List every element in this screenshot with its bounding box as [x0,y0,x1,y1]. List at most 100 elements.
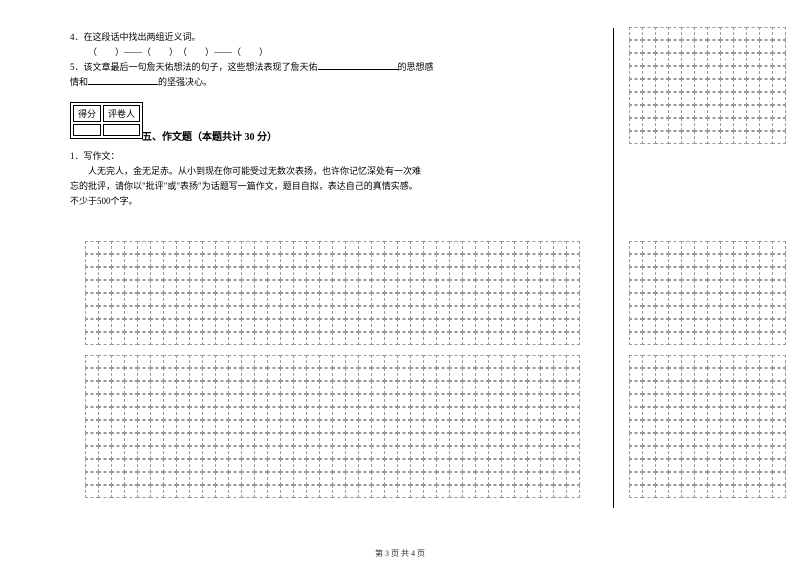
grid-cell[interactable] [215,394,229,407]
grid-cell[interactable] [449,332,463,345]
grid-cell[interactable] [176,332,190,345]
grid-cell[interactable] [707,355,721,368]
grid-cell[interactable] [436,407,450,420]
grid-cell[interactable] [681,280,695,293]
grid-cell[interactable] [462,472,476,485]
grid-cell[interactable] [267,381,281,394]
grid-cell[interactable] [436,241,450,254]
grid-cell[interactable] [85,394,99,407]
grid-cell[interactable] [746,420,760,433]
grid-cell[interactable] [384,368,398,381]
grid-cell[interactable] [720,319,734,332]
grid-cell[interactable] [501,280,515,293]
grid-cell[interactable] [694,53,708,66]
grid-cell[interactable] [280,254,294,267]
grid-cell[interactable] [345,459,359,472]
grid-cell[interactable] [707,53,721,66]
grid-cell[interactable] [642,254,656,267]
grid-cell[interactable] [642,368,656,381]
grid-cell[interactable] [98,446,112,459]
grid-cell[interactable] [462,420,476,433]
grid-cell[interactable] [746,355,760,368]
grid-cell[interactable] [319,319,333,332]
grid-cell[interactable] [449,472,463,485]
grid-cell[interactable] [384,485,398,498]
grid-cell[interactable] [384,420,398,433]
grid-cell[interactable] [540,254,554,267]
grid-cell[interactable] [694,459,708,472]
grid-cell[interactable] [306,241,320,254]
grid-cell[interactable] [176,254,190,267]
grid-cell[interactable] [746,66,760,79]
grid-cell[interactable] [163,433,177,446]
grid-cell[interactable] [642,267,656,280]
grid-cell[interactable] [707,66,721,79]
grid-cell[interactable] [280,241,294,254]
grid-cell[interactable] [306,319,320,332]
grid-cell[interactable] [540,420,554,433]
grid-cell[interactable] [241,420,255,433]
grid-cell[interactable] [176,241,190,254]
grid-cell[interactable] [423,459,437,472]
grid-cell[interactable] [720,394,734,407]
grid-cell[interactable] [475,394,489,407]
grid-cell[interactable] [358,368,372,381]
grid-cell[interactable] [668,355,682,368]
grid-cell[interactable] [241,319,255,332]
grid-cell[interactable] [384,319,398,332]
grid-cell[interactable] [655,293,669,306]
grid-cell[interactable] [215,267,229,280]
grid-cell[interactable] [488,368,502,381]
grid-cell[interactable] [629,319,643,332]
grid-cell[interactable] [202,446,216,459]
grid-cell[interactable] [720,485,734,498]
grid-cell[interactable] [629,27,643,40]
grid-cell[interactable] [540,368,554,381]
grid-cell[interactable] [733,254,747,267]
grid-cell[interactable] [449,433,463,446]
grid-cell[interactable] [642,355,656,368]
grid-cell[interactable] [642,306,656,319]
grid-cell[interactable] [707,92,721,105]
grid-cell[interactable] [215,319,229,332]
grid-cell[interactable] [423,407,437,420]
grid-cell[interactable] [501,241,515,254]
grid-cell[interactable] [358,420,372,433]
grid-cell[interactable] [488,355,502,368]
grid-cell[interactable] [642,131,656,144]
grid-cell[interactable] [397,355,411,368]
grid-cell[interactable] [267,319,281,332]
grid-cell[interactable] [98,433,112,446]
grid-cell[interactable] [384,472,398,485]
grid-cell[interactable] [655,459,669,472]
grid-cell[interactable] [553,446,567,459]
grid-cell[interactable] [527,472,541,485]
grid-cell[interactable] [694,355,708,368]
grid-cell[interactable] [655,407,669,420]
grid-cell[interactable] [228,355,242,368]
grid-cell[interactable] [345,472,359,485]
grid-cell[interactable] [293,355,307,368]
grid-cell[interactable] [759,79,773,92]
grid-cell[interactable] [668,79,682,92]
grid-cell[interactable] [514,368,528,381]
grid-cell[interactable] [720,241,734,254]
grid-cell[interactable] [176,420,190,433]
grid-cell[interactable] [488,394,502,407]
grid-cell[interactable] [319,459,333,472]
grid-cell[interactable] [215,420,229,433]
grid-cell[interactable] [772,472,786,485]
grid-cell[interactable] [228,407,242,420]
grid-cell[interactable] [436,254,450,267]
grid-cell[interactable] [358,293,372,306]
grid-cell[interactable] [642,241,656,254]
grid-cell[interactable] [475,306,489,319]
grid-cell[interactable] [319,306,333,319]
grid-cell[interactable] [733,280,747,293]
grid-cell[interactable] [241,394,255,407]
grid-cell[interactable] [707,118,721,131]
grid-cell[interactable] [189,472,203,485]
grid-cell[interactable] [462,332,476,345]
grid-cell[interactable] [488,319,502,332]
grid-cell[interactable] [384,280,398,293]
